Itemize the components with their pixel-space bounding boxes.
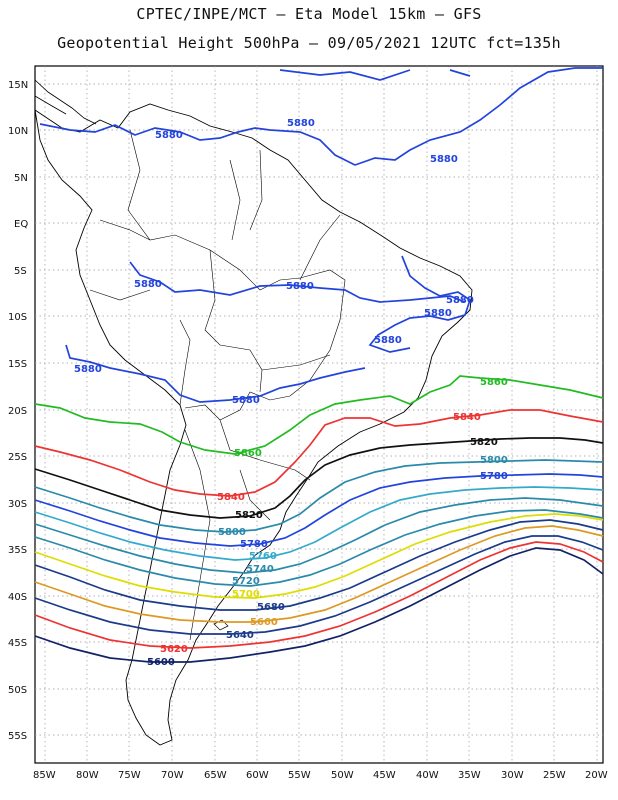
lat-label: 25S: [8, 452, 27, 463]
lat-label: 10S: [8, 312, 27, 323]
lon-label: 40W: [416, 770, 439, 781]
contour-label: 5680: [257, 602, 285, 613]
contour-label: 5880: [287, 118, 315, 129]
contour-label: 5760: [249, 551, 277, 562]
lat-label: 40S: [8, 592, 27, 603]
contour-label: 5740: [246, 564, 274, 575]
lon-label: 70W: [161, 770, 184, 781]
lat-label: EQ: [14, 219, 28, 230]
contour-lines: [34, 67, 604, 663]
lon-label: 85W: [33, 770, 56, 781]
lon-label: 35W: [458, 770, 481, 781]
contour-5880-central: [129, 261, 466, 303]
contour-5840: [34, 409, 604, 497]
lon-label: 80W: [76, 770, 99, 781]
contour-5880-coast: [368, 255, 472, 353]
map-frame: [34, 65, 604, 764]
contour-5700: [34, 513, 604, 599]
contour-5600: [34, 547, 604, 663]
lon-label: 25W: [543, 770, 566, 781]
contour-label: 5600: [147, 657, 175, 668]
contour-5640: [34, 535, 604, 635]
contour-label: 5780: [240, 539, 268, 550]
contour-label: 5880: [232, 395, 260, 406]
contour-label: 5840: [453, 412, 481, 423]
contour-label: 5780: [480, 471, 508, 482]
contour-label: 5860: [480, 377, 508, 388]
south-america-coastline: [34, 103, 473, 746]
contour-label: 5880: [446, 295, 474, 306]
contour-5860: [34, 375, 604, 455]
contour-5780: [34, 473, 604, 547]
contour-5820: [34, 437, 604, 519]
contour-label: 5820: [235, 510, 263, 521]
lat-label: 55S: [8, 731, 27, 742]
map-title-line1: CPTEC/INPE/MCT – Eta Model 15km – GFS: [136, 5, 482, 23]
contour-5880-north-b: [279, 69, 471, 81]
lon-label: 55W: [288, 770, 311, 781]
map-title-line2: Geopotential Height 500hPa – 09/05/2021 …: [57, 34, 561, 52]
contour-5880-south: [65, 344, 366, 403]
contour-label: 5880: [155, 130, 183, 141]
contour-5740: [34, 497, 604, 574]
contour-label: 5820: [470, 437, 498, 448]
contour-5720: [34, 509, 604, 587]
contour-label: 5800: [480, 455, 508, 466]
contour-5680: [34, 519, 604, 611]
latitude-labels: 15N 10N 5N EQ 5S 10S 15S 20S 25S 30S 35S…: [8, 80, 28, 742]
lon-label: 65W: [204, 770, 227, 781]
contour-5660: [34, 525, 604, 623]
lat-label: 5S: [14, 266, 27, 277]
lon-label: 30W: [501, 770, 524, 781]
contour-5880-north: [39, 67, 603, 166]
contour-label: 5880: [74, 364, 102, 375]
contour-label: 5640: [226, 630, 254, 641]
contour-5760: [34, 486, 604, 561]
contour-5620: [34, 541, 604, 649]
lon-label: 20W: [585, 770, 608, 781]
contour-label: 5720: [232, 576, 260, 587]
central-america-coastline: [34, 79, 97, 125]
contour-label: 5800: [218, 527, 246, 538]
lat-label: 30S: [8, 499, 27, 510]
contour-label: 5880: [286, 281, 314, 292]
lat-label: 10N: [8, 126, 28, 137]
contour-label: 5660: [250, 617, 278, 628]
contour-label: 5880: [374, 335, 402, 346]
contour-5800: [34, 459, 604, 533]
contour-label: 5860: [234, 448, 262, 459]
lon-label: 75W: [118, 770, 141, 781]
lat-label: 45S: [8, 638, 27, 649]
contour-label: 5620: [160, 644, 188, 655]
longitude-labels: 85W 80W 75W 70W 65W 60W 55W 50W 45W 40W …: [33, 770, 608, 781]
contour-label: 5840: [217, 492, 245, 503]
contour-label: 5880: [430, 154, 458, 165]
lon-label: 45W: [373, 770, 396, 781]
contour-label: 5700: [232, 589, 260, 600]
lat-label: 35S: [8, 545, 27, 556]
lon-label: 60W: [246, 770, 269, 781]
country-borders: [89, 129, 346, 641]
lat-label: 15N: [8, 80, 28, 91]
lat-label: 5N: [14, 173, 28, 184]
lat-label: 15S: [8, 359, 27, 370]
lat-label: 20S: [8, 406, 27, 417]
lon-label: 50W: [331, 770, 354, 781]
contour-labels: 5880 5880 5880 5880 5880 5880 5880 5880 …: [74, 118, 508, 668]
contour-label: 5880: [134, 279, 162, 290]
lat-label: 50S: [8, 685, 27, 696]
contour-label: 5880: [424, 308, 452, 319]
